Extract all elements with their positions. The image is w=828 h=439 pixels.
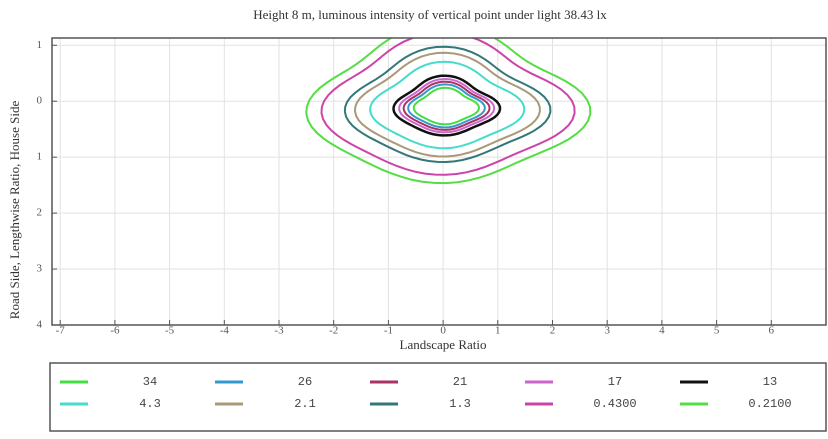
isoline: [398, 77, 496, 134]
y-tick-label: 3: [37, 263, 43, 275]
isoline: [353, 51, 541, 158]
isoline: [305, 38, 592, 185]
x-axis-title: Landscape Ratio: [400, 337, 487, 352]
y-tick-label: 0: [37, 95, 43, 107]
isoline: [369, 60, 526, 150]
grid: [52, 38, 826, 326]
legend-label: 2.1: [294, 397, 316, 411]
x-tick-label: -6: [110, 325, 120, 337]
legend-label: 17: [608, 375, 622, 389]
x-tick-label: -3: [274, 325, 284, 337]
isoline: [343, 45, 552, 164]
x-tick-label: -5: [165, 325, 175, 337]
y-axis-title: Road Side, Lengthwise Ratio, House Side: [7, 101, 22, 320]
x-tick-label: -7: [56, 325, 66, 337]
x-tick-label: 5: [714, 325, 720, 337]
x-tick-label: 6: [769, 325, 775, 337]
isoline: [407, 83, 486, 129]
legend-label: 21: [453, 375, 467, 389]
y-tick-label: 1: [37, 39, 43, 51]
legend-label: 1.3: [449, 397, 471, 411]
x-tick-label: 3: [604, 325, 610, 337]
isoline: [402, 80, 491, 131]
isoline: [392, 74, 502, 137]
chart-title: Height 8 m, luminous intensity of vertic…: [253, 7, 607, 22]
x-tick-label: -1: [384, 325, 393, 337]
contours: [305, 38, 592, 185]
x-tick-label: -2: [329, 325, 338, 337]
legend-label: 4.3: [139, 397, 161, 411]
x-tick-label: 0: [440, 325, 446, 337]
x-tick-label: 4: [659, 325, 665, 337]
isoline: [320, 38, 576, 176]
x-tick-label: -4: [220, 325, 230, 337]
isoline: [412, 86, 481, 126]
legend-label: 13: [763, 375, 777, 389]
legend-box: [49, 362, 827, 432]
legend-label: 0.4300: [593, 397, 636, 411]
y-tick-label: 4: [37, 319, 43, 331]
legend-label: 26: [298, 375, 312, 389]
legend-label: 0.2100: [748, 397, 791, 411]
legend-label: 34: [143, 375, 157, 389]
x-tick-label: 2: [550, 325, 556, 337]
plot-frame: [51, 37, 827, 326]
y-tick-label: 1: [37, 151, 43, 163]
y-tick-label: 2: [37, 207, 43, 219]
x-tick-label: 1: [495, 325, 501, 337]
